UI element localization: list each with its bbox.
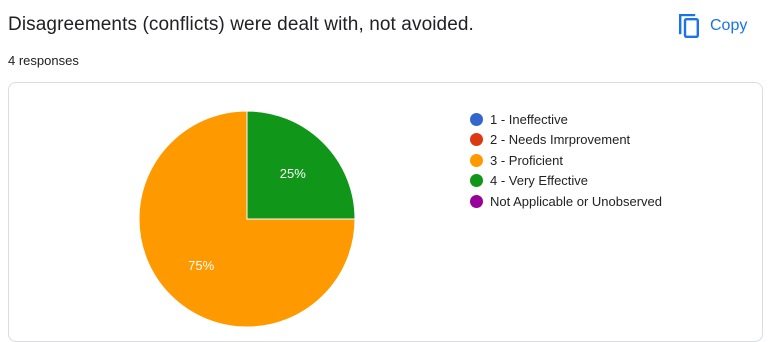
copy-label: Copy	[710, 17, 748, 34]
pie-slice-3-proficient[interactable]	[138, 110, 356, 328]
legend-label: 4 - Very Effective	[490, 173, 589, 189]
copy-icon	[678, 14, 700, 38]
pie-slice-4-very-effective[interactable]	[246, 110, 356, 220]
legend-swatch	[470, 153, 483, 167]
legend-item-not-applicable-or-unobserved[interactable]: Not Applicable or Unobserved	[470, 191, 662, 212]
legend-swatch	[470, 112, 483, 126]
pie-chart: 25% 75%	[138, 110, 356, 328]
legend-item-3-proficient[interactable]: 3 - Proficient	[470, 150, 662, 171]
slice-label-4-very-effective: 25%	[280, 166, 306, 181]
legend-swatch	[470, 194, 483, 208]
slice-label-3-proficient: 75%	[188, 258, 214, 273]
chart-card	[8, 82, 763, 342]
legend-label: 3 - Proficient	[490, 152, 563, 168]
legend-item-2-needs-imrprovement[interactable]: 2 - Needs Imrprovement	[470, 130, 662, 151]
chart-legend: 1 - Ineffective 2 - Needs Imrprovement 3 -…	[470, 109, 662, 212]
question-title: Disagreements (conflicts) were dealt wit…	[8, 14, 474, 35]
legend-label: Not Applicable or Unobserved	[490, 193, 662, 209]
legend-swatch	[470, 133, 483, 147]
legend-label: 2 - Needs Imrprovement	[490, 132, 631, 148]
copy-button[interactable]: Copy	[678, 11, 747, 41]
legend-label: 1 - Ineffective	[490, 111, 568, 127]
legend-swatch	[470, 174, 483, 188]
responses-count: 4 responses	[8, 53, 79, 68]
legend-item-1-ineffective[interactable]: 1 - Ineffective	[470, 109, 662, 130]
legend-item-4-very-effective[interactable]: 4 - Very Effective	[470, 171, 662, 192]
